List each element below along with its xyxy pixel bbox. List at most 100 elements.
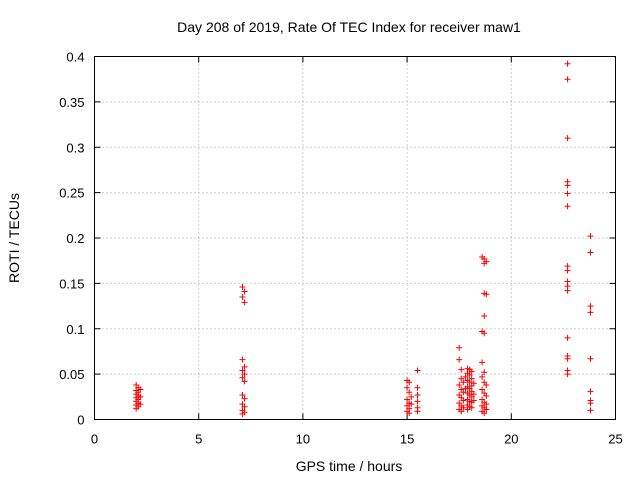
data-point — [458, 375, 465, 382]
data-point — [564, 182, 571, 189]
data-point — [483, 291, 490, 298]
data-point — [564, 203, 571, 210]
y-tick-label: 0.2 — [66, 231, 84, 246]
data-point — [470, 391, 477, 398]
data-point — [479, 373, 486, 380]
chart-title: Day 208 of 2019, Rate Of TEC Index for r… — [177, 19, 521, 35]
data-point — [460, 389, 467, 396]
data-point — [481, 369, 488, 376]
data-point — [479, 359, 486, 366]
data-point — [564, 60, 571, 67]
data-point — [408, 401, 415, 408]
data-point — [481, 330, 488, 337]
data-point — [479, 386, 486, 393]
data-point — [133, 405, 140, 412]
data-point — [239, 293, 246, 300]
y-tick-label: 0.35 — [59, 95, 84, 110]
data-point — [137, 401, 144, 408]
data-point — [483, 401, 490, 408]
data-point — [470, 397, 477, 404]
data-point — [564, 267, 571, 274]
y-tick-label: 0.05 — [59, 367, 84, 382]
y-tick-label: 0.15 — [59, 276, 84, 291]
data-point — [468, 404, 475, 411]
data-point — [137, 393, 144, 400]
data-point — [404, 384, 411, 391]
data-point — [483, 392, 490, 399]
data-point — [564, 190, 571, 197]
data-point — [587, 407, 594, 414]
data-point — [564, 355, 571, 362]
data-point — [470, 380, 477, 387]
data-point — [239, 284, 246, 291]
data-point — [587, 233, 594, 240]
data-point — [239, 391, 246, 398]
data-point — [460, 379, 467, 386]
data-point — [587, 388, 594, 395]
x-tick-label: 0 — [91, 432, 98, 447]
data-point — [460, 404, 467, 411]
data-point — [456, 356, 463, 363]
data-point — [239, 356, 246, 363]
y-tick-label: 0.25 — [59, 186, 84, 201]
data-point — [414, 367, 421, 374]
data-point — [564, 334, 571, 341]
data-point — [414, 391, 421, 398]
data-point — [468, 375, 475, 382]
x-tick-label: 20 — [504, 432, 518, 447]
data-point — [481, 260, 488, 267]
y-tick-label: 0.4 — [66, 50, 84, 65]
data-point — [481, 313, 488, 320]
data-point — [239, 411, 246, 418]
data-point — [587, 303, 594, 310]
data-point — [241, 363, 248, 370]
data-point — [408, 393, 415, 400]
data-point — [241, 371, 248, 378]
data-point — [456, 344, 463, 351]
x-tick-label: 5 — [195, 432, 202, 447]
data-point — [406, 410, 413, 417]
axis-ticks: 0 5 10 15 20 25 0 0.05 0.1 0.15 0.2 0.25 0.3 0.35 0.4 — [59, 50, 623, 447]
data-point — [241, 299, 248, 306]
data-point — [458, 366, 465, 373]
data-point — [241, 378, 248, 385]
data-point — [239, 367, 246, 374]
data-point — [241, 288, 248, 295]
data-point — [564, 371, 571, 378]
data-point — [456, 382, 463, 389]
data-point — [406, 389, 413, 396]
data-point — [239, 374, 246, 381]
data-points — [133, 60, 594, 418]
x-axis-title: GPS time / hours — [296, 458, 403, 474]
data-point — [564, 76, 571, 83]
data-point — [468, 368, 475, 375]
y-tick-label: 0 — [77, 413, 84, 428]
data-point — [460, 397, 467, 404]
y-tick-label: 0.1 — [66, 322, 84, 337]
data-point — [587, 309, 594, 316]
data-point — [241, 395, 248, 402]
x-tick-label: 25 — [608, 432, 622, 447]
data-point — [466, 379, 473, 386]
data-point — [564, 135, 571, 142]
grid — [94, 56, 616, 420]
data-point — [404, 396, 411, 403]
data-point — [414, 398, 421, 405]
data-point — [462, 373, 469, 380]
data-point — [458, 408, 465, 415]
y-tick-label: 0.3 — [66, 140, 84, 155]
data-point — [241, 403, 248, 410]
data-point — [137, 386, 144, 393]
data-point — [483, 382, 490, 389]
data-point — [466, 372, 473, 379]
data-point — [587, 249, 594, 256]
y-axis-title: ROTI / TECUs — [6, 193, 22, 283]
data-point — [483, 406, 490, 413]
data-point — [406, 379, 413, 386]
data-point — [564, 287, 571, 294]
data-point — [587, 400, 594, 407]
data-point — [414, 384, 421, 391]
data-point — [481, 410, 488, 417]
data-point — [587, 355, 594, 362]
